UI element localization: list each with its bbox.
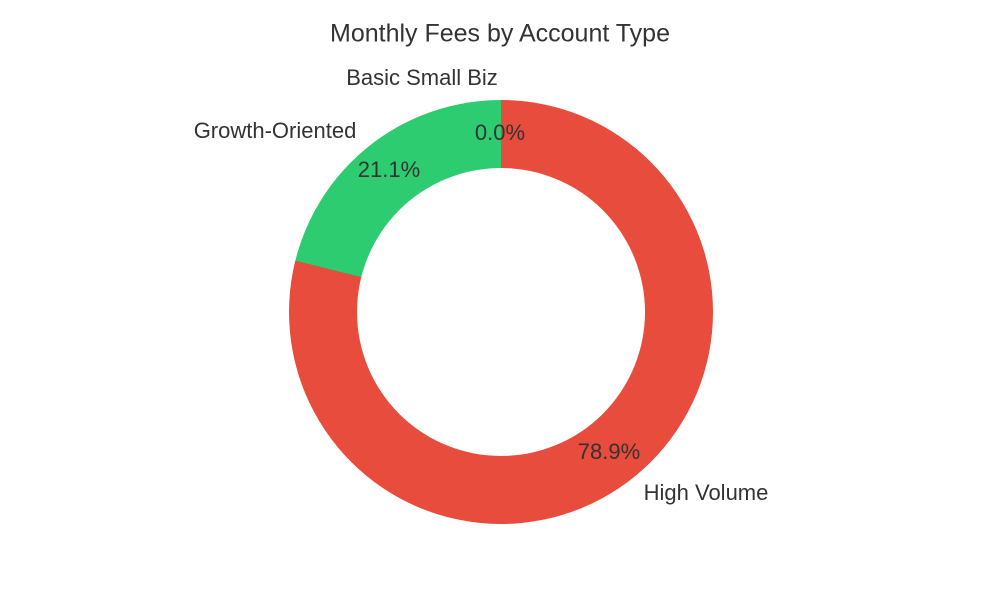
pct-label-growth-oriented: 21.1% — [357, 157, 421, 182]
slice-label-growth-oriented: Growth-Oriented — [193, 118, 357, 143]
pct-label-high-volume: 78.9% — [577, 439, 641, 464]
chart-title: Monthly Fees by Account Type — [329, 19, 671, 48]
slice-label-high-volume: High Volume — [643, 480, 769, 505]
slice-label-basic-small-biz: Basic Small Biz — [346, 65, 498, 90]
donut-hole — [357, 168, 645, 456]
pct-label-basic-small-biz: 0.0% — [474, 120, 526, 145]
